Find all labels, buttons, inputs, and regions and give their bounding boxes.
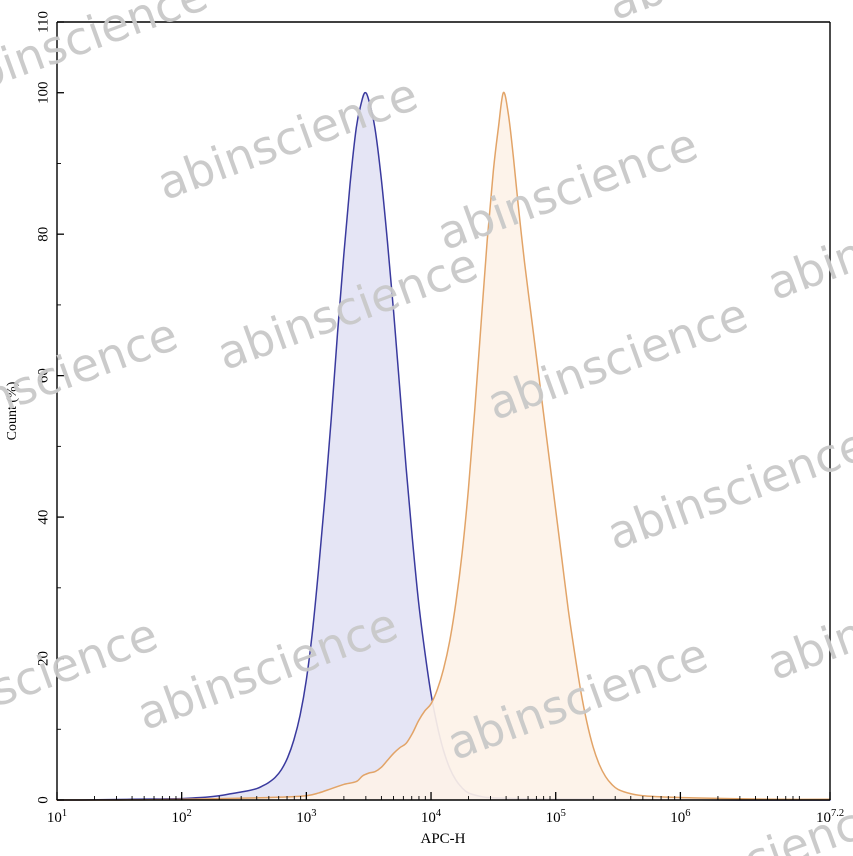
x-tick-label: 106 (670, 808, 690, 826)
series-layer (56, 91, 831, 801)
x-tick-label: 105 (546, 808, 566, 826)
y-tick-label: 110 (35, 11, 51, 33)
y-axis-title: Count (%) (5, 381, 20, 440)
y-tick-label: 20 (35, 651, 51, 666)
y-tick-label: 40 (35, 510, 51, 525)
x-tick-label: 104 (421, 808, 442, 826)
x-tick-label: 102 (172, 808, 192, 826)
series-stained (56, 91, 831, 801)
y-tick-label: 80 (35, 227, 51, 242)
y-tick-label: 0 (35, 796, 51, 804)
y-tick-label: 60 (35, 368, 51, 383)
y-tick-label: 100 (35, 81, 51, 104)
series-line-stained (56, 91, 831, 801)
x-tick-label: 101 (47, 808, 67, 826)
x-axis-title: APC-H (420, 831, 465, 847)
tick-label-layer: 101 102 103 104 105 106 107.2 0 20 40 60 80 100 110 (35, 11, 844, 826)
x-tick-label: 107.2 (816, 808, 844, 826)
axis-layer (56, 21, 831, 801)
x-tick-label: 103 (296, 808, 316, 826)
